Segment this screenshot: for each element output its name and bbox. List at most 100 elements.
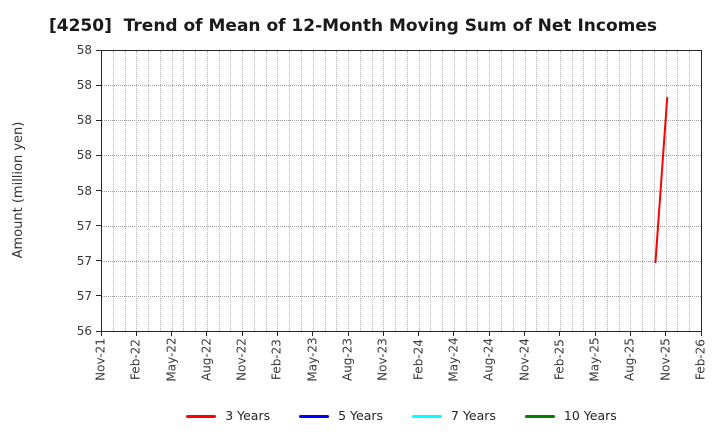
x-tick-mark	[382, 332, 384, 336]
gridline-vertical	[218, 51, 220, 331]
gridline-vertical	[418, 51, 420, 331]
gridline-vertical	[383, 51, 385, 331]
x-tick-mark	[241, 332, 243, 336]
gridline-vertical	[453, 51, 455, 331]
x-tick-label: Feb-25	[552, 339, 567, 380]
gridline-vertical	[583, 51, 585, 331]
x-tick-label: Feb-26	[693, 339, 708, 380]
x-tick-label: Nov-25	[658, 338, 673, 381]
gridline-vertical	[195, 51, 197, 331]
chart-title: [4250] Trend of Mean of 12-Month Moving …	[48, 16, 658, 36]
legend-entry-7-years: 7 Years	[412, 408, 496, 424]
gridline-vertical	[524, 51, 526, 331]
series-plot-canvas	[654, 96, 669, 264]
gridline-vertical	[630, 51, 632, 331]
y-tick-label: 57	[76, 253, 92, 268]
x-tick-mark	[700, 332, 702, 336]
y-tick-label: 56	[76, 324, 92, 338]
gridline-vertical	[618, 51, 620, 331]
x-tick-mark	[276, 332, 278, 336]
gridline-vertical	[571, 51, 573, 331]
gridline-vertical	[359, 51, 361, 331]
gridline-vertical	[395, 51, 397, 331]
legend-line-swatch	[412, 414, 443, 418]
x-tick-mark	[171, 332, 173, 336]
gridline-horizontal	[102, 85, 701, 87]
y-tick-mark	[96, 190, 101, 191]
y-tick-label: 58	[76, 113, 92, 128]
y-tick-label: 58	[76, 183, 92, 198]
legend: 3 Years 5 Years 7 Years 10 Years	[101, 403, 702, 429]
legend-line-swatch	[524, 414, 555, 418]
gridline-vertical	[183, 51, 185, 331]
gridline-vertical	[253, 51, 255, 331]
y-tick-label: 57	[76, 288, 92, 303]
y-tick-label: 58	[76, 148, 92, 163]
y-tick-label: 58	[76, 78, 92, 93]
x-tick-mark	[665, 332, 667, 336]
gridline-vertical	[289, 51, 291, 331]
y-tick-label: 58	[76, 43, 92, 57]
gridline-vertical	[653, 51, 655, 331]
x-tick-mark	[347, 332, 349, 336]
x-tick-label: Aug-25	[622, 337, 637, 382]
x-tick-mark	[629, 332, 631, 336]
x-tick-label: Nov-24	[517, 338, 532, 381]
legend-entry-3-years: 3 Years	[186, 408, 270, 424]
gridline-vertical	[406, 51, 408, 331]
gridline-vertical	[689, 51, 691, 331]
x-tick-label: Aug-24	[481, 337, 496, 382]
gridline-vertical	[277, 51, 279, 331]
legend-entry-10-years: 10 Years	[524, 408, 617, 424]
legend-line-swatch	[186, 414, 217, 418]
gridline-vertical	[371, 51, 373, 331]
gridline-vertical	[559, 51, 561, 331]
gridline-horizontal	[102, 155, 701, 157]
legend-label: 3 Years	[225, 408, 271, 423]
legend-label: 5 Years	[338, 408, 384, 423]
y-tick-mark	[96, 260, 101, 262]
gridline-horizontal	[102, 225, 701, 227]
gridline-vertical	[206, 51, 208, 331]
gridline-vertical	[501, 51, 502, 331]
gridline-vertical	[536, 51, 538, 331]
gridline-vertical	[512, 51, 514, 331]
y-tick-mark	[96, 84, 101, 86]
x-tick-label: May-25	[587, 337, 602, 382]
series-line-3-years	[654, 96, 669, 264]
gridline-vertical	[265, 51, 267, 331]
x-tick-label: Aug-22	[199, 337, 214, 382]
gridline-vertical	[171, 51, 173, 331]
gridline-vertical	[159, 51, 161, 331]
gridline-vertical	[136, 51, 138, 331]
gridline-vertical	[430, 51, 432, 331]
x-tick-mark	[488, 332, 490, 336]
gridline-horizontal	[102, 120, 701, 122]
x-tick-mark	[418, 332, 420, 336]
gridline-vertical	[112, 51, 114, 331]
x-tick-label: Feb-24	[411, 339, 426, 380]
gridline-vertical	[665, 51, 667, 331]
gridline-vertical	[312, 51, 314, 331]
gridline-vertical	[477, 51, 479, 331]
x-tick-label: Feb-22	[128, 339, 143, 380]
x-tick-label: Nov-22	[234, 338, 249, 381]
legend-label: 7 Years	[451, 408, 496, 423]
gridline-vertical	[442, 51, 444, 331]
gridline-vertical	[642, 51, 644, 331]
y-tick-mark	[96, 225, 101, 227]
gridline-vertical	[677, 51, 679, 331]
gridline-vertical	[489, 51, 491, 331]
y-tick-mark	[96, 295, 101, 297]
x-tick-mark	[453, 332, 455, 336]
gridline-vertical	[548, 51, 550, 331]
gridline-horizontal	[102, 260, 701, 262]
x-tick-label: Aug-23	[340, 337, 355, 382]
gridline-vertical	[324, 51, 326, 331]
x-tick-label: Nov-21	[93, 338, 108, 381]
y-tick-mark	[96, 119, 101, 121]
gridline-vertical	[148, 51, 150, 331]
x-tick-mark	[206, 332, 208, 336]
y-tick-label: 57	[76, 218, 92, 233]
x-tick-label: May-23	[305, 337, 320, 382]
